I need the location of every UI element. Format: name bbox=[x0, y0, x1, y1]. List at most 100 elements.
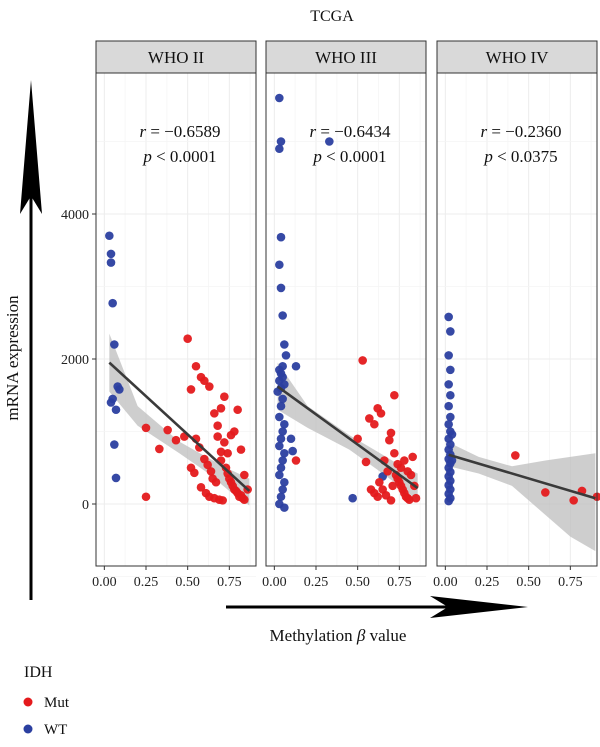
data-point-mut bbox=[211, 477, 221, 487]
stat-r-symbol: r bbox=[139, 122, 146, 141]
data-point-mut bbox=[216, 447, 226, 457]
data-point-mut bbox=[385, 435, 394, 445]
panel-1: WHO II r = −0.6589 p < 0.0001 0.00 0.25 0.50 0… bbox=[92, 40, 257, 590]
data-point-mut bbox=[240, 470, 249, 480]
axis-arrows bbox=[20, 80, 528, 618]
data-point-mut bbox=[569, 496, 578, 505]
legend-label-wt: WT bbox=[44, 722, 67, 738]
data-point-wt bbox=[275, 93, 284, 103]
data-point-wt bbox=[275, 470, 284, 480]
x-tick-label: 0.00 bbox=[433, 575, 458, 590]
x-axis-label-beta: β bbox=[356, 626, 366, 645]
data-point-wt bbox=[288, 446, 297, 456]
legend: IDH Mut WT bbox=[23, 664, 70, 738]
data-point-wt bbox=[446, 412, 455, 422]
x-tick-label: 0.75 bbox=[387, 575, 412, 590]
data-point-mut bbox=[183, 334, 192, 344]
regression-line bbox=[108, 361, 251, 492]
panel-border bbox=[436, 72, 598, 567]
y-tick-label: 4000 bbox=[61, 208, 89, 223]
data-point-mut bbox=[390, 448, 399, 458]
data-point-wt bbox=[106, 258, 116, 267]
panel-3: WHO IV r = −0.2360 p < 0.0375 0.00 0.25 0.50 0… bbox=[433, 40, 600, 590]
data-point-wt bbox=[110, 340, 119, 349]
data-point-wt bbox=[281, 351, 291, 360]
data-point-wt bbox=[444, 496, 453, 506]
legend-title: IDH bbox=[24, 664, 53, 681]
data-point-wt bbox=[115, 385, 124, 394]
panel-2: WHO III r = −0.6434 p < 0.0001 0.00 0.25 0.50… bbox=[262, 40, 427, 590]
data-point-wt bbox=[447, 430, 457, 439]
data-point-wt bbox=[446, 365, 455, 375]
y-tick-label: 2000 bbox=[61, 353, 89, 368]
data-point-wt bbox=[276, 283, 286, 293]
stat-p-symbol: p bbox=[483, 147, 493, 166]
legend-key-mut bbox=[23, 697, 33, 707]
data-point-mut bbox=[218, 496, 227, 505]
stat-r-value: = −0.6589 bbox=[146, 122, 220, 141]
data-point-wt bbox=[280, 448, 289, 458]
data-point-wt bbox=[444, 419, 453, 429]
data-point-wt bbox=[110, 440, 119, 449]
stat-p: p < 0.0001 bbox=[142, 147, 216, 166]
data-point-wt bbox=[444, 351, 453, 360]
data-point-wt bbox=[278, 485, 287, 494]
data-point-wt bbox=[105, 231, 114, 241]
data-point-mut bbox=[390, 390, 399, 400]
x-tick-label: 0.25 bbox=[304, 575, 329, 590]
data-point-wt bbox=[276, 463, 286, 473]
stat-r: r = −0.2360 bbox=[480, 122, 561, 141]
data-point-wt bbox=[276, 401, 286, 411]
y-tick-label: 0 bbox=[82, 498, 89, 513]
data-point-mut bbox=[220, 392, 229, 402]
data-point-mut bbox=[191, 361, 201, 371]
x-tick-label: 0.25 bbox=[475, 575, 500, 590]
x-axis-label-text: Methylation bbox=[270, 626, 357, 645]
data-point-wt bbox=[280, 419, 289, 429]
data-point-mut bbox=[240, 495, 249, 504]
data-point-mut bbox=[400, 456, 409, 465]
data-point-mut bbox=[186, 385, 196, 394]
legend-key-wt bbox=[23, 724, 33, 734]
data-point-mut bbox=[213, 432, 222, 441]
confidence-band bbox=[448, 442, 596, 552]
stat-r-value: = −0.2360 bbox=[487, 122, 561, 141]
stat-p-symbol: p bbox=[142, 147, 152, 166]
panel-strip-label: WHO IV bbox=[486, 48, 550, 67]
data-point-wt bbox=[106, 398, 116, 407]
regression-line bbox=[276, 385, 419, 490]
confidence-band bbox=[109, 333, 250, 506]
data-point-mut bbox=[541, 488, 550, 497]
stat-r: r = −0.6589 bbox=[139, 122, 220, 141]
data-point-mut bbox=[200, 376, 209, 386]
legend-label-mut: Mut bbox=[44, 695, 70, 711]
data-point-wt bbox=[106, 249, 116, 259]
data-point-wt bbox=[444, 380, 453, 389]
data-point-mut bbox=[213, 421, 222, 431]
data-point-mut bbox=[155, 444, 164, 454]
y-arrow-head bbox=[20, 80, 42, 214]
data-point-mut bbox=[206, 467, 216, 476]
data-point-wt bbox=[280, 503, 289, 512]
data-point-mut bbox=[233, 405, 242, 415]
data-point-wt bbox=[286, 434, 296, 444]
data-point-mut bbox=[511, 451, 520, 460]
data-point-wt bbox=[276, 492, 286, 502]
data-point-mut bbox=[370, 419, 379, 429]
panel-border bbox=[95, 72, 257, 567]
data-point-mut bbox=[376, 409, 386, 418]
confidence-band bbox=[277, 362, 418, 501]
x-tick-label: 0.50 bbox=[345, 575, 370, 590]
stat-p-value: < 0.0001 bbox=[322, 147, 387, 166]
data-point-wt bbox=[278, 372, 287, 382]
data-point-wt bbox=[325, 137, 334, 146]
data-point-wt bbox=[280, 477, 289, 487]
data-point-mut bbox=[365, 414, 374, 423]
panel-points bbox=[273, 93, 421, 512]
data-point-wt bbox=[278, 394, 287, 404]
x-tick-label: 0.25 bbox=[134, 575, 159, 590]
y-axis-label: mRNA expression bbox=[3, 295, 22, 421]
x-tick-label: 0.75 bbox=[217, 575, 242, 590]
data-point-mut bbox=[205, 382, 214, 391]
data-point-mut bbox=[408, 452, 417, 462]
